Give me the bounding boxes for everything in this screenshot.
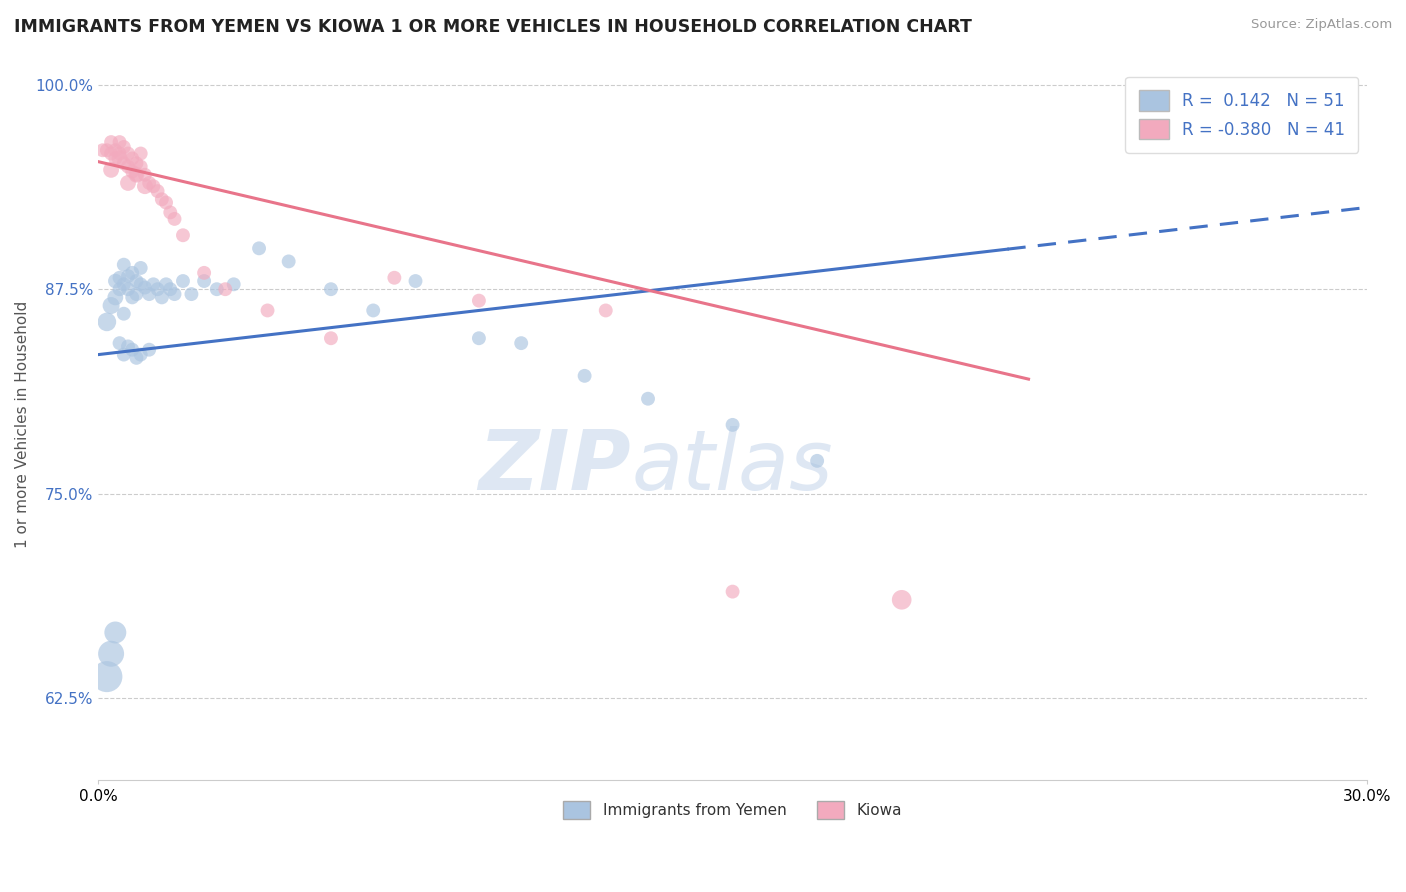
Point — [112, 277, 135, 292]
Point — [172, 228, 194, 243]
Point — [159, 205, 181, 219]
Y-axis label: 1 or more Vehicles in Household: 1 or more Vehicles in Household — [15, 301, 30, 548]
Point — [100, 647, 122, 661]
Point — [104, 290, 127, 304]
Point — [222, 277, 245, 292]
Point — [104, 152, 127, 166]
Point — [96, 315, 118, 329]
Point — [134, 280, 156, 294]
Point — [125, 156, 148, 170]
Point — [193, 266, 215, 280]
Point — [117, 269, 139, 284]
Point — [142, 277, 165, 292]
Point — [214, 282, 236, 296]
Point — [121, 343, 143, 357]
Point — [104, 625, 127, 640]
Point — [382, 270, 405, 285]
Point — [121, 290, 143, 304]
Point — [134, 168, 156, 182]
Point — [125, 287, 148, 301]
Point — [112, 348, 135, 362]
Point — [108, 270, 131, 285]
Point — [150, 290, 173, 304]
Point — [138, 176, 160, 190]
Point — [100, 135, 122, 149]
Point — [112, 140, 135, 154]
Point — [121, 152, 143, 166]
Point — [180, 287, 202, 301]
Point — [134, 179, 156, 194]
Text: ZIP: ZIP — [478, 426, 631, 508]
Point — [117, 282, 139, 296]
Point — [319, 282, 342, 296]
Point — [117, 176, 139, 190]
Point — [91, 143, 114, 157]
Point — [108, 146, 131, 161]
Point — [193, 274, 215, 288]
Point — [146, 184, 169, 198]
Point — [108, 336, 131, 351]
Point — [129, 146, 152, 161]
Point — [172, 274, 194, 288]
Point — [108, 135, 131, 149]
Point — [112, 258, 135, 272]
Legend: Immigrants from Yemen, Kiowa: Immigrants from Yemen, Kiowa — [557, 795, 908, 825]
Point — [108, 152, 131, 166]
Point — [96, 143, 118, 157]
Point — [100, 162, 122, 177]
Point — [117, 160, 139, 174]
Point — [125, 168, 148, 182]
Point — [112, 156, 135, 170]
Point — [125, 168, 148, 182]
Point — [100, 146, 122, 161]
Point — [721, 584, 744, 599]
Point — [117, 146, 139, 161]
Point — [163, 287, 186, 301]
Point — [108, 282, 131, 296]
Point — [129, 260, 152, 275]
Point — [574, 368, 596, 383]
Point — [277, 254, 299, 268]
Point — [319, 331, 342, 345]
Point — [138, 287, 160, 301]
Point — [637, 392, 659, 406]
Point — [155, 277, 177, 292]
Point — [405, 274, 427, 288]
Point — [129, 160, 152, 174]
Text: Source: ZipAtlas.com: Source: ZipAtlas.com — [1251, 18, 1392, 31]
Point — [468, 293, 491, 308]
Point — [125, 274, 148, 288]
Point — [806, 454, 828, 468]
Point — [721, 417, 744, 432]
Point — [159, 282, 181, 296]
Point — [205, 282, 228, 296]
Point — [129, 348, 152, 362]
Point — [163, 211, 186, 226]
Point — [104, 143, 127, 157]
Point — [117, 339, 139, 353]
Point — [890, 592, 912, 607]
Point — [121, 164, 143, 178]
Point — [595, 303, 617, 318]
Text: atlas: atlas — [631, 426, 832, 508]
Point — [155, 195, 177, 210]
Point — [100, 299, 122, 313]
Point — [125, 351, 148, 365]
Point — [138, 343, 160, 357]
Point — [142, 179, 165, 194]
Point — [150, 192, 173, 206]
Point — [510, 336, 533, 351]
Point — [361, 303, 384, 318]
Text: IMMIGRANTS FROM YEMEN VS KIOWA 1 OR MORE VEHICLES IN HOUSEHOLD CORRELATION CHART: IMMIGRANTS FROM YEMEN VS KIOWA 1 OR MORE… — [14, 18, 972, 36]
Point — [256, 303, 278, 318]
Point — [247, 241, 270, 255]
Point — [468, 331, 491, 345]
Point — [146, 282, 169, 296]
Point — [112, 307, 135, 321]
Point — [129, 277, 152, 292]
Point — [104, 274, 127, 288]
Point — [96, 670, 118, 684]
Point — [121, 266, 143, 280]
